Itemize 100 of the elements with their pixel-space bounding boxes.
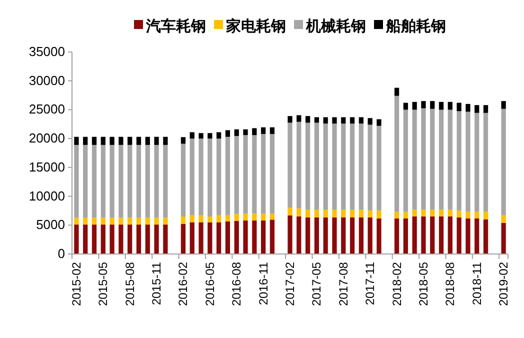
bar — [358, 117, 364, 124]
bar — [136, 224, 142, 254]
bar — [128, 136, 132, 145]
x-tick-label: 2018-08 — [443, 262, 458, 306]
bar — [438, 110, 444, 210]
bar — [100, 136, 106, 145]
bar — [100, 224, 106, 254]
bar — [154, 144, 159, 218]
bar — [394, 88, 400, 96]
bar — [501, 101, 506, 109]
bar — [234, 129, 239, 136]
bar — [358, 124, 364, 210]
bar — [341, 210, 346, 218]
bar — [323, 210, 328, 218]
bar — [438, 102, 444, 110]
bar — [190, 222, 194, 254]
bar — [394, 96, 400, 212]
bar — [163, 224, 168, 254]
bar — [421, 216, 426, 254]
x-tick-label: 2016-11 — [256, 262, 270, 306]
bar — [305, 122, 310, 210]
bar — [412, 102, 417, 110]
bar — [332, 124, 337, 210]
bar — [305, 210, 310, 218]
bar — [314, 217, 320, 254]
bar — [430, 216, 435, 254]
bar — [341, 124, 346, 210]
bar — [376, 119, 382, 126]
bar — [474, 105, 480, 113]
bar — [234, 136, 239, 214]
bar — [412, 216, 417, 254]
bar — [368, 124, 372, 210]
bar — [243, 135, 248, 214]
bar — [225, 215, 230, 222]
bar — [403, 218, 408, 254]
bar — [438, 216, 444, 254]
bar — [314, 117, 320, 123]
legend-label: 家电耗钢 — [225, 17, 286, 35]
bar — [438, 210, 444, 216]
bar — [394, 212, 400, 219]
y-tick-label: 25000 — [28, 102, 65, 117]
bar — [350, 117, 355, 124]
bar — [110, 224, 114, 254]
bar — [74, 136, 79, 145]
bar — [252, 135, 257, 214]
bar — [136, 218, 142, 225]
bar — [350, 124, 355, 210]
bar — [145, 136, 150, 145]
bar — [296, 208, 302, 216]
bar — [421, 108, 426, 210]
bar — [376, 126, 382, 210]
bar — [483, 112, 488, 212]
x-tick-label: 2017-11 — [363, 262, 378, 306]
bar — [456, 102, 462, 112]
bar — [234, 214, 239, 221]
bar — [198, 215, 204, 222]
bar — [234, 220, 239, 254]
bar — [92, 136, 97, 145]
bar — [296, 122, 302, 208]
bar — [430, 108, 435, 210]
bar — [305, 217, 310, 254]
bar — [403, 212, 408, 219]
bar — [92, 224, 97, 254]
bar — [314, 210, 320, 218]
bar — [368, 217, 372, 254]
bar — [118, 144, 124, 218]
x-tick-label: 2016-08 — [230, 262, 244, 306]
bar — [448, 210, 452, 216]
bar — [270, 220, 275, 254]
legend-label: 机械耗钢 — [305, 18, 366, 35]
bar — [243, 220, 248, 254]
bar — [163, 136, 168, 145]
bar — [288, 208, 292, 216]
bar — [368, 210, 372, 218]
bar — [163, 144, 168, 218]
y-tick-label: 30000 — [28, 72, 65, 88]
bar — [430, 101, 435, 109]
bar — [128, 224, 132, 254]
bar — [190, 215, 194, 222]
x-tick-label: 2018-05 — [416, 262, 430, 306]
bar — [128, 144, 132, 218]
bar — [180, 224, 186, 254]
bar — [74, 218, 79, 225]
bar — [252, 214, 257, 221]
x-tick-label: 2018-02 — [390, 262, 404, 306]
bar — [92, 218, 97, 225]
bar — [501, 222, 506, 254]
bar — [412, 210, 417, 216]
bar — [483, 105, 488, 113]
bar — [110, 136, 114, 145]
bar — [225, 136, 230, 216]
bar — [100, 218, 106, 225]
bar — [243, 214, 248, 221]
bar — [332, 217, 337, 254]
bar — [466, 218, 470, 254]
bar — [154, 224, 159, 254]
bar — [501, 108, 506, 216]
bar — [270, 134, 275, 214]
legend-label: 船舶耗钢 — [385, 18, 446, 35]
bar — [341, 117, 346, 124]
